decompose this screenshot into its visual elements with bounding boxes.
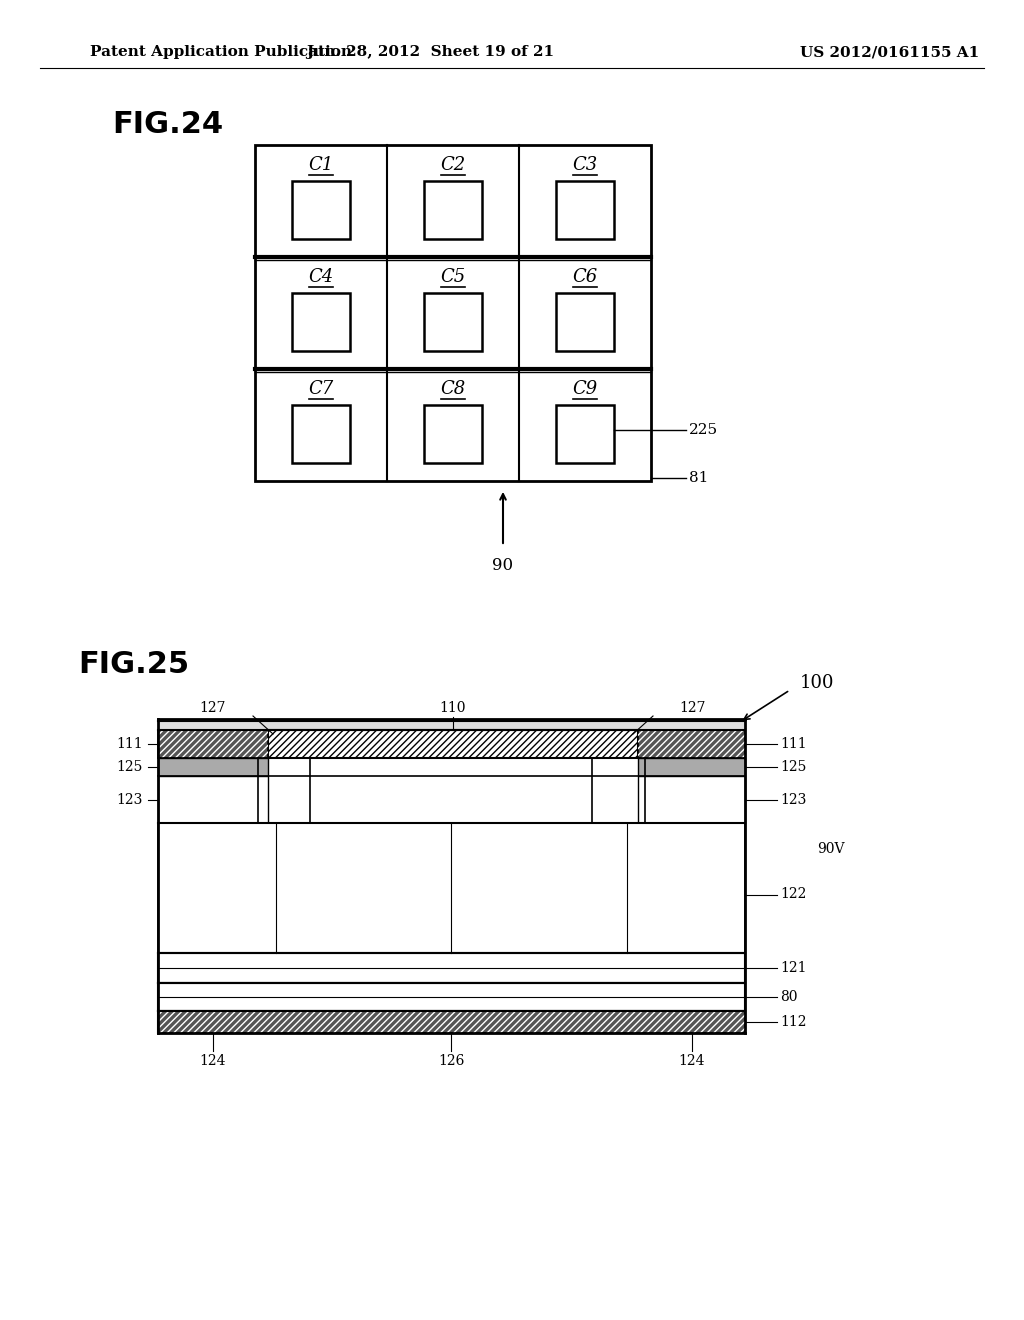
- Bar: [292, 405, 350, 463]
- Text: 111: 111: [780, 737, 807, 751]
- Text: C8: C8: [440, 380, 466, 399]
- Bar: [158, 776, 268, 822]
- Text: 225: 225: [689, 422, 718, 437]
- Text: 110: 110: [439, 701, 466, 715]
- Text: 121: 121: [780, 961, 807, 975]
- Text: 90V: 90V: [817, 842, 845, 855]
- Bar: [158, 730, 268, 758]
- Text: 100: 100: [800, 675, 835, 692]
- Text: 123: 123: [780, 792, 806, 807]
- Bar: [158, 1011, 745, 1034]
- Text: C7: C7: [308, 380, 334, 399]
- Bar: [638, 730, 745, 758]
- Text: FIG.24: FIG.24: [112, 110, 223, 139]
- Text: 127: 127: [680, 701, 707, 715]
- Bar: [424, 181, 482, 239]
- Text: Jun. 28, 2012  Sheet 19 of 21: Jun. 28, 2012 Sheet 19 of 21: [306, 45, 554, 59]
- Bar: [556, 293, 614, 351]
- Bar: [424, 405, 482, 463]
- Bar: [638, 776, 745, 822]
- Text: 125: 125: [780, 760, 806, 774]
- Text: 80: 80: [780, 990, 798, 1005]
- Bar: [292, 181, 350, 239]
- Bar: [158, 953, 745, 983]
- Text: C4: C4: [308, 268, 334, 286]
- Text: C2: C2: [440, 156, 466, 174]
- Text: 122: 122: [780, 887, 806, 902]
- Bar: [268, 730, 638, 758]
- Text: 127: 127: [200, 701, 226, 715]
- Bar: [158, 983, 745, 1011]
- Bar: [424, 293, 482, 351]
- Bar: [158, 1011, 745, 1034]
- Bar: [292, 293, 350, 351]
- Text: 126: 126: [438, 1053, 464, 1068]
- Bar: [158, 730, 268, 758]
- Bar: [556, 181, 614, 239]
- Bar: [158, 719, 745, 1034]
- Text: C1: C1: [308, 156, 334, 174]
- Bar: [158, 758, 268, 776]
- Text: 124: 124: [678, 1053, 705, 1068]
- Text: 124: 124: [200, 1053, 226, 1068]
- Bar: [255, 145, 651, 480]
- Text: FIG.25: FIG.25: [78, 649, 189, 678]
- Text: 90: 90: [493, 557, 514, 574]
- Bar: [268, 730, 638, 758]
- Text: C3: C3: [572, 156, 598, 174]
- Text: C6: C6: [572, 268, 598, 286]
- Text: 81: 81: [689, 471, 709, 484]
- Bar: [638, 758, 745, 776]
- Bar: [556, 405, 614, 463]
- Text: 112: 112: [780, 1015, 807, 1030]
- Text: C9: C9: [572, 380, 598, 399]
- Text: US 2012/0161155 A1: US 2012/0161155 A1: [801, 45, 980, 59]
- Text: Patent Application Publication: Patent Application Publication: [90, 45, 352, 59]
- Text: 111: 111: [117, 737, 143, 751]
- Text: 125: 125: [117, 760, 143, 774]
- Bar: [158, 822, 745, 953]
- Bar: [638, 730, 745, 758]
- Text: C5: C5: [440, 268, 466, 286]
- Bar: [158, 721, 745, 730]
- Text: 123: 123: [117, 792, 143, 807]
